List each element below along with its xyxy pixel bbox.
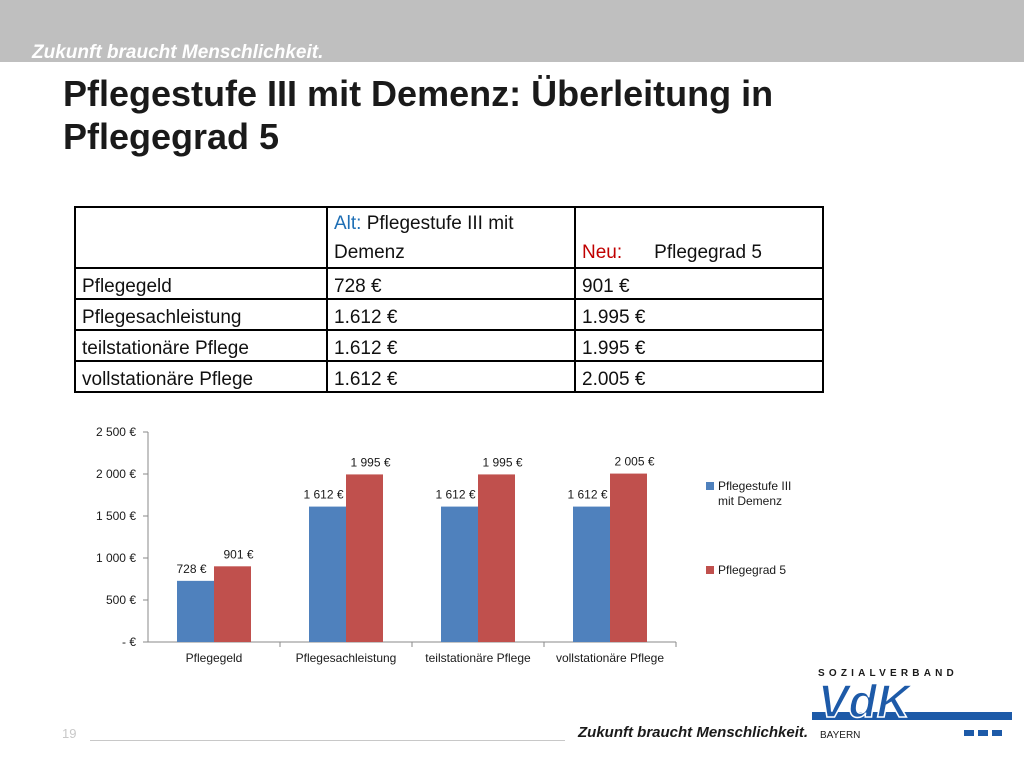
bar-neu xyxy=(214,566,251,642)
y-tick-label: 500 € xyxy=(106,593,136,607)
neu-title: Pflegegrad 5 xyxy=(654,242,762,263)
bar-neu xyxy=(610,473,647,642)
bar-chart: - € 500 € 1 000 € 1 500 € 2 000 € 2 500 € Pfle… xyxy=(96,425,791,665)
x-tick-label: teilstationäre Pflege xyxy=(425,651,531,665)
data-label: 901 € xyxy=(223,547,253,561)
logo-bar xyxy=(812,712,1012,720)
row-label: teilstationäre Pflege xyxy=(74,329,328,362)
data-label: 1 995 € xyxy=(350,455,390,469)
data-label: 728 € xyxy=(176,562,206,576)
data-label: 1 612 € xyxy=(567,488,607,502)
legend-label: Pflegegrad 5 xyxy=(718,563,786,577)
neu-label: Neu: xyxy=(582,242,623,263)
data-label: 1 612 € xyxy=(303,488,343,502)
legend-swatch xyxy=(706,482,714,490)
header-alt-cell: Alt: Pflegestufe III mit Demenz xyxy=(326,206,576,269)
row-alt-value: 728 € xyxy=(326,267,576,300)
comparison-table: Alt: Pflegestufe III mit Demenz Neu: Pfle… xyxy=(74,206,824,393)
bar-neu xyxy=(346,474,383,642)
table-row: vollstationäre Pflege 1.612 € 2.005 € xyxy=(74,360,824,393)
bar-alt xyxy=(573,506,610,642)
header-empty-cell xyxy=(74,206,328,269)
row-alt-value: 1.612 € xyxy=(326,360,576,393)
row-label: Pflegesachleistung xyxy=(74,298,328,331)
y-tick-label: 2 500 € xyxy=(96,425,136,439)
row-neu-value: 901 € xyxy=(574,267,824,300)
vdk-logo: SOZIALVERBAND VdK BAYERN xyxy=(812,668,1012,741)
row-alt-value: 1.612 € xyxy=(326,298,576,331)
table-row: teilstationäre Pflege 1.612 € 1.995 € xyxy=(74,329,824,362)
logo-block xyxy=(992,730,1002,736)
top-slogan: Zukunft braucht Menschlichkeit. xyxy=(32,42,324,63)
data-label: 2 005 € xyxy=(614,455,654,469)
header-neu-cell: Neu: Pflegegrad 5 xyxy=(574,206,824,269)
data-label: 1 995 € xyxy=(482,455,522,469)
bar-neu xyxy=(478,474,515,642)
table-header-row: Alt: Pflegestufe III mit Demenz Neu: Pfle… xyxy=(74,206,824,269)
row-neu-value: 1.995 € xyxy=(574,329,824,362)
page-number: 19 xyxy=(62,726,77,741)
x-tick-label: vollstationäre Pflege xyxy=(556,651,664,665)
y-tick-label: 2 000 € xyxy=(96,467,136,481)
row-alt-value: 1.612 € xyxy=(326,329,576,362)
table-row: Pflegegeld 728 € 901 € xyxy=(74,267,824,300)
row-neu-value: 1.995 € xyxy=(574,298,824,331)
data-label: 1 612 € xyxy=(435,488,475,502)
logo-block xyxy=(978,730,988,736)
y-tick-label: 1 000 € xyxy=(96,551,136,565)
bar-alt xyxy=(441,506,478,642)
legend-swatch xyxy=(706,566,714,574)
x-tick-label: Pflegesachleistung xyxy=(296,651,397,665)
alt-label: Alt: xyxy=(334,213,362,234)
y-tick-label: 1 500 € xyxy=(96,509,136,523)
x-tick-label: Pflegegeld xyxy=(186,651,243,665)
table-row: Pflegesachleistung 1.612 € 1.995 € xyxy=(74,298,824,331)
legend-label: Pflegestufe III mit Demenz xyxy=(718,479,791,508)
logo-main-text: VdK xyxy=(818,675,913,727)
footer-slogan: Zukunft braucht Menschlichkeit. xyxy=(578,724,809,741)
logo-block xyxy=(964,730,974,736)
alt-title: Pflegestufe III mit Demenz xyxy=(334,213,514,263)
logo-bottom-text: BAYERN xyxy=(820,730,860,741)
row-neu-value: 2.005 € xyxy=(574,360,824,393)
bar-alt xyxy=(309,506,346,642)
top-banner xyxy=(0,0,1024,62)
bar-alt xyxy=(177,580,214,642)
footer-divider xyxy=(90,740,565,741)
row-label: Pflegegeld xyxy=(74,267,328,300)
y-tick-label: - € xyxy=(122,635,136,649)
row-label: vollstationäre Pflege xyxy=(74,360,328,393)
logo-top-text: SOZIALVERBAND xyxy=(818,668,958,679)
slide-title: Pflegestufe III mit Demenz: Überleitung … xyxy=(63,73,774,157)
